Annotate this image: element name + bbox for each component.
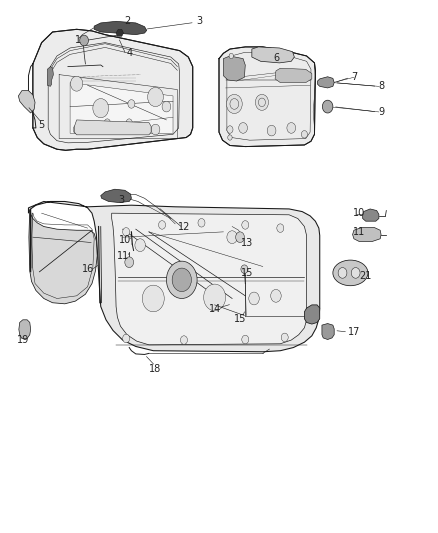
Circle shape — [241, 265, 248, 273]
Text: 7: 7 — [352, 72, 358, 82]
Text: 3: 3 — [196, 17, 202, 26]
Polygon shape — [101, 189, 131, 203]
Circle shape — [267, 125, 276, 136]
Circle shape — [123, 334, 130, 343]
Circle shape — [73, 79, 80, 88]
Circle shape — [73, 125, 80, 134]
Circle shape — [135, 239, 145, 252]
Polygon shape — [363, 209, 379, 221]
Circle shape — [142, 285, 164, 312]
Polygon shape — [47, 67, 53, 86]
Circle shape — [141, 123, 148, 131]
Circle shape — [227, 231, 237, 244]
Text: 1: 1 — [75, 35, 81, 45]
Text: 10: 10 — [353, 208, 365, 218]
Circle shape — [277, 224, 284, 232]
Ellipse shape — [333, 260, 368, 286]
Polygon shape — [353, 228, 381, 241]
Circle shape — [322, 100, 333, 113]
Polygon shape — [275, 68, 312, 83]
Text: 8: 8 — [378, 82, 384, 91]
Circle shape — [287, 123, 296, 133]
Circle shape — [228, 135, 232, 140]
Circle shape — [93, 99, 109, 118]
Circle shape — [126, 119, 132, 126]
Circle shape — [271, 289, 281, 302]
Circle shape — [162, 101, 171, 112]
Circle shape — [172, 268, 191, 292]
Polygon shape — [29, 209, 97, 304]
Polygon shape — [94, 21, 147, 35]
Text: 6: 6 — [273, 53, 279, 62]
Circle shape — [151, 92, 160, 102]
Polygon shape — [318, 77, 334, 88]
Circle shape — [338, 268, 347, 278]
Text: 15: 15 — [241, 268, 254, 278]
Circle shape — [236, 232, 244, 243]
Polygon shape — [223, 56, 245, 81]
Circle shape — [226, 94, 242, 114]
Circle shape — [96, 103, 105, 114]
Circle shape — [180, 336, 187, 344]
Polygon shape — [219, 47, 315, 147]
Circle shape — [125, 257, 134, 268]
Text: 15: 15 — [234, 314, 246, 324]
Circle shape — [242, 335, 249, 344]
Circle shape — [159, 221, 166, 229]
Circle shape — [147, 290, 160, 306]
Circle shape — [198, 219, 205, 227]
Circle shape — [71, 76, 83, 91]
Polygon shape — [28, 201, 320, 352]
Polygon shape — [112, 213, 307, 345]
Text: 10: 10 — [119, 235, 131, 245]
Circle shape — [166, 261, 197, 298]
Text: 11: 11 — [117, 251, 129, 261]
Circle shape — [301, 131, 307, 138]
Text: 14: 14 — [208, 304, 221, 314]
Text: 4: 4 — [126, 49, 132, 58]
Circle shape — [229, 53, 233, 59]
Polygon shape — [33, 29, 193, 150]
Circle shape — [239, 123, 247, 133]
Text: 5: 5 — [39, 120, 45, 130]
Text: 18: 18 — [149, 364, 162, 374]
Circle shape — [204, 284, 226, 311]
Circle shape — [242, 221, 249, 229]
Circle shape — [208, 289, 221, 305]
Text: 11: 11 — [353, 227, 365, 237]
Text: 12: 12 — [178, 222, 190, 231]
Circle shape — [80, 35, 88, 46]
Polygon shape — [70, 83, 173, 133]
Circle shape — [258, 98, 265, 107]
Circle shape — [128, 100, 135, 108]
Circle shape — [255, 94, 268, 110]
Circle shape — [123, 228, 130, 236]
Circle shape — [249, 292, 259, 305]
Text: 21: 21 — [360, 271, 372, 281]
Circle shape — [148, 87, 163, 107]
Circle shape — [281, 333, 288, 342]
Polygon shape — [116, 29, 124, 36]
Circle shape — [351, 268, 360, 278]
Polygon shape — [19, 320, 31, 338]
Polygon shape — [252, 47, 294, 63]
Text: 3: 3 — [119, 195, 125, 205]
Polygon shape — [304, 305, 320, 324]
Polygon shape — [74, 120, 151, 135]
Text: 16: 16 — [81, 264, 94, 274]
Text: 19: 19 — [17, 335, 29, 344]
Text: 2: 2 — [124, 17, 130, 26]
Polygon shape — [322, 324, 334, 340]
Circle shape — [230, 99, 239, 109]
Circle shape — [104, 119, 110, 126]
Circle shape — [227, 126, 233, 133]
Polygon shape — [18, 91, 35, 113]
Text: 17: 17 — [348, 327, 360, 337]
Text: 13: 13 — [241, 238, 254, 247]
Text: 9: 9 — [378, 107, 384, 117]
Circle shape — [151, 124, 160, 135]
